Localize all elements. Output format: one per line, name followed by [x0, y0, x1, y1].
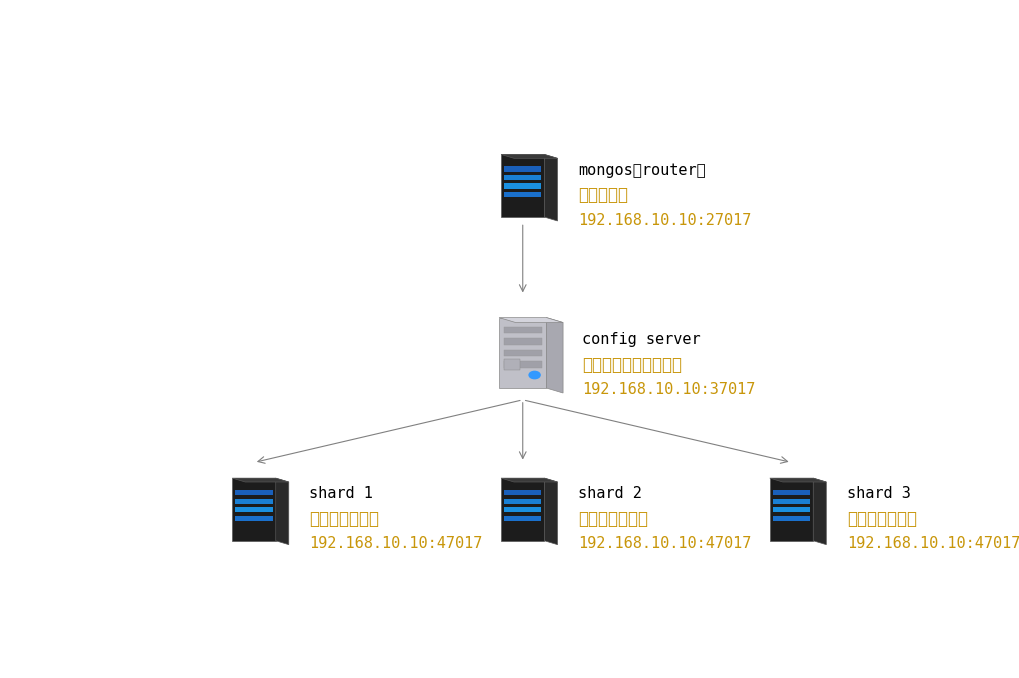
- Polygon shape: [232, 478, 288, 482]
- Polygon shape: [500, 155, 557, 159]
- Polygon shape: [500, 155, 544, 217]
- Text: config server: config server: [582, 332, 700, 347]
- Polygon shape: [503, 498, 541, 504]
- Polygon shape: [503, 516, 541, 521]
- Polygon shape: [503, 338, 541, 344]
- Polygon shape: [503, 507, 541, 513]
- Polygon shape: [769, 478, 812, 541]
- Polygon shape: [503, 490, 541, 496]
- Polygon shape: [503, 175, 541, 180]
- Polygon shape: [772, 498, 809, 504]
- Text: 配置服务器（调度器）: 配置服务器（调度器）: [582, 356, 682, 374]
- Text: 分片节点服务器: 分片节点服务器: [309, 510, 379, 528]
- Text: 192.168.10.10:37017: 192.168.10.10:37017: [582, 382, 755, 397]
- Polygon shape: [498, 317, 546, 388]
- Polygon shape: [812, 478, 825, 544]
- Text: 路由服务器: 路由服务器: [578, 186, 628, 204]
- Polygon shape: [503, 192, 541, 197]
- Polygon shape: [503, 350, 541, 356]
- Text: 分片节点服务器: 分片节点服务器: [578, 510, 647, 528]
- Polygon shape: [772, 516, 809, 521]
- Polygon shape: [235, 490, 272, 496]
- Text: 192.168.10.10:27017: 192.168.10.10:27017: [578, 213, 751, 228]
- Text: 分片节点服务器: 分片节点服务器: [846, 510, 916, 528]
- Polygon shape: [275, 478, 288, 544]
- Polygon shape: [503, 166, 541, 172]
- Text: shard 3: shard 3: [846, 486, 910, 501]
- Polygon shape: [544, 478, 557, 544]
- Polygon shape: [498, 317, 562, 323]
- Polygon shape: [503, 361, 541, 367]
- Circle shape: [529, 372, 540, 379]
- Polygon shape: [544, 155, 557, 221]
- Text: mongos（router）: mongos（router）: [578, 163, 705, 178]
- Polygon shape: [503, 184, 541, 188]
- Polygon shape: [503, 327, 541, 334]
- Polygon shape: [235, 498, 272, 504]
- Text: 192.168.10.10:47017: 192.168.10.10:47017: [578, 536, 751, 551]
- Polygon shape: [235, 507, 272, 513]
- Text: shard 2: shard 2: [578, 486, 641, 501]
- Polygon shape: [772, 490, 809, 496]
- Polygon shape: [503, 359, 519, 370]
- Polygon shape: [772, 507, 809, 513]
- Text: 192.168.10.10:47017: 192.168.10.10:47017: [309, 536, 482, 551]
- Text: 192.168.10.10:47017: 192.168.10.10:47017: [846, 536, 1019, 551]
- Polygon shape: [500, 478, 544, 541]
- Polygon shape: [232, 478, 275, 541]
- Polygon shape: [546, 317, 562, 393]
- Polygon shape: [235, 516, 272, 521]
- Polygon shape: [500, 478, 557, 482]
- Polygon shape: [769, 478, 825, 482]
- Text: shard 1: shard 1: [309, 486, 373, 501]
